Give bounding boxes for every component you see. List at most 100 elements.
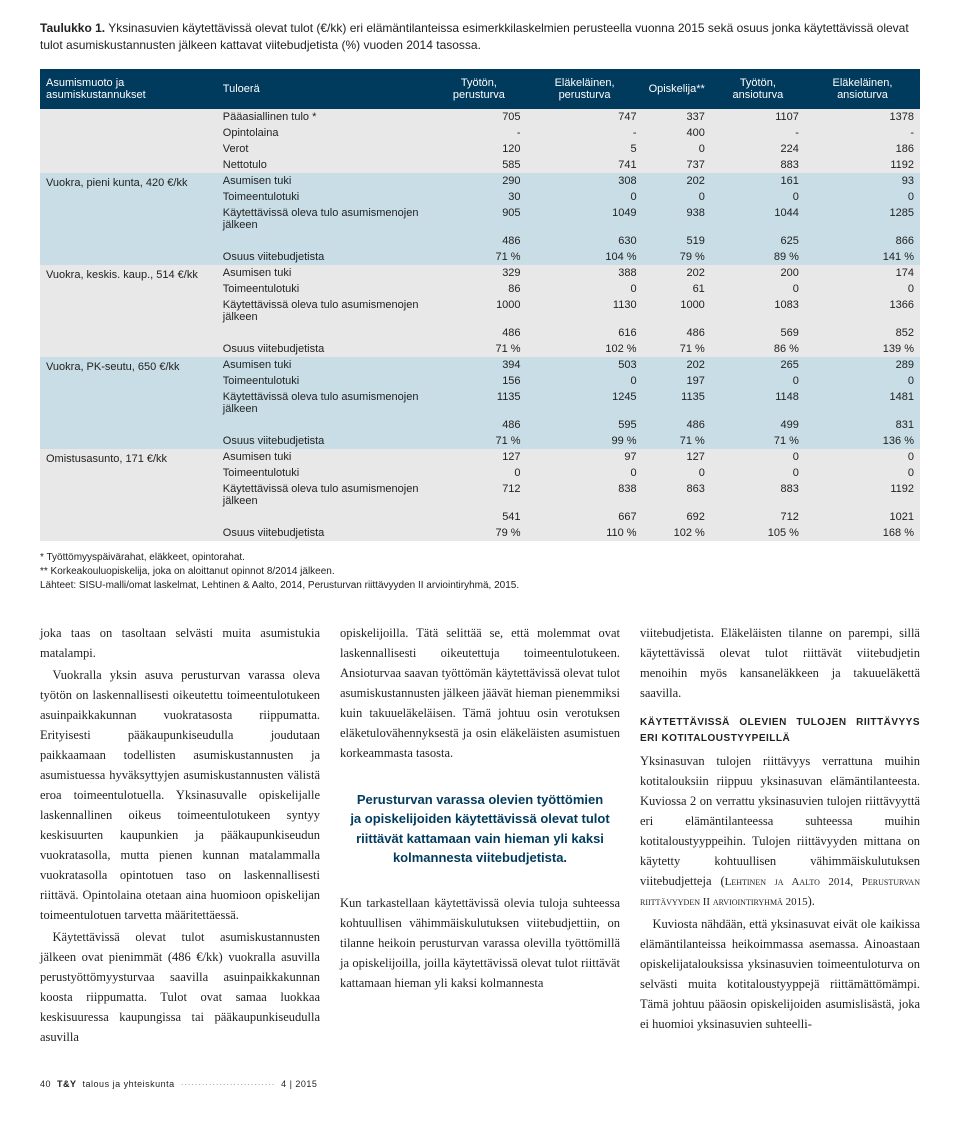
cell-value: 79 %: [643, 249, 711, 265]
cell-value: 541: [431, 509, 526, 525]
cell-label: Asumisen tuki: [217, 173, 431, 189]
cell-value: 202: [643, 357, 711, 373]
table-row: Vuokra, pieni kunta, 420 €/kkAsumisen tu…: [40, 173, 920, 189]
group-label: [40, 109, 217, 173]
cell-value: 1366: [805, 297, 920, 325]
cell-value: 0: [805, 449, 920, 465]
cell-value: 1148: [711, 389, 805, 417]
cell-value: 0: [805, 281, 920, 297]
cell-value: 186: [805, 141, 920, 157]
cell-value: 79 %: [431, 525, 526, 541]
th-col6: Työtön, ansioturva: [711, 69, 805, 109]
cell-value: 197: [643, 373, 711, 389]
th-col7: Eläkeläinen, ansioturva: [805, 69, 920, 109]
cell-label: Osuus viitebudjetista: [217, 525, 431, 541]
cell-value: 1044: [711, 205, 805, 233]
page-footer: 40 T&Y talous ja yhteiskunta ···········…: [40, 1079, 920, 1089]
cell-value: 104 %: [527, 249, 643, 265]
cell-value: 71 %: [431, 433, 526, 449]
cell-value: 337: [643, 109, 711, 125]
column-3: viitebudjetista. Eläkeläisten tilanne on…: [640, 623, 920, 1049]
th-col1: Asumismuoto ja asumiskustannukset: [40, 69, 217, 109]
cell-value: 712: [431, 481, 526, 509]
cell-value: 394: [431, 357, 526, 373]
cell-value: 1000: [431, 297, 526, 325]
cell-value: 831: [805, 417, 920, 433]
group-label: Omistusasunto, 171 €/kk: [40, 449, 217, 541]
cell-value: 127: [431, 449, 526, 465]
cell-label: Asumisen tuki: [217, 449, 431, 465]
cell-value: 863: [643, 481, 711, 509]
group-label: Vuokra, pieni kunta, 420 €/kk: [40, 173, 217, 265]
cell-value: 486: [431, 325, 526, 341]
cell-value: 866: [805, 233, 920, 249]
col2-p2: Kun tarkastellaan käytettävissä olevia t…: [340, 893, 620, 993]
cell-value: 89 %: [711, 249, 805, 265]
group-label: Vuokra, PK-seutu, 650 €/kk: [40, 357, 217, 449]
cell-value: 0: [711, 281, 805, 297]
col1-p3: Käytettävissä olevat tulot asumiskustann…: [40, 927, 320, 1047]
cell-label: Asumisen tuki: [217, 357, 431, 373]
table-row: Omistusasunto, 171 €/kkAsumisen tuki1279…: [40, 449, 920, 465]
pullquote: Perusturvan varassa olevien työttömien j…: [340, 765, 620, 893]
cell-value: 86 %: [711, 341, 805, 357]
cell-value: 5: [527, 141, 643, 157]
cell-value: 86: [431, 281, 526, 297]
cell-value: 202: [643, 173, 711, 189]
cell-value: 737: [643, 157, 711, 173]
cell-value: 938: [643, 205, 711, 233]
cell-value: 61: [643, 281, 711, 297]
col3-p2: Yksinasuvan tulojen riittävyys verrattun…: [640, 751, 920, 912]
cell-value: 1000: [643, 297, 711, 325]
cell-value: -: [805, 125, 920, 141]
footer-dots: ···························: [181, 1079, 275, 1089]
cell-label: Asumisen tuki: [217, 265, 431, 281]
cell-value: 93: [805, 173, 920, 189]
cell-label: Toimeentulotuki: [217, 373, 431, 389]
cell-value: 105 %: [711, 525, 805, 541]
table-footnotes: * Työttömyyspäivärahat, eläkkeet, opinto…: [40, 551, 920, 593]
cell-value: 595: [527, 417, 643, 433]
caption-label: Taulukko 1.: [40, 21, 105, 35]
cell-value: 99 %: [527, 433, 643, 449]
subhead: KÄYTETTÄVISSÄ OLEVIEN TULOJEN RIITTÄVYYS…: [640, 715, 920, 747]
cell-value: 102 %: [527, 341, 643, 357]
cell-label: Osuus viitebudjetista: [217, 433, 431, 449]
cell-value: 499: [711, 417, 805, 433]
cell-value: 110 %: [527, 525, 643, 541]
col2-p1: opiskelijoilla. Tätä selittää se, että m…: [340, 623, 620, 763]
cell-value: 883: [711, 481, 805, 509]
cell-value: 1378: [805, 109, 920, 125]
cell-value: 0: [805, 373, 920, 389]
cell-value: -: [527, 125, 643, 141]
table-section: Taulukko 1. Yksinasuvien käytettävissä o…: [40, 20, 920, 593]
cell-value: 1192: [805, 481, 920, 509]
cell-label: Käytettävissä oleva tulo asumismenojen j…: [217, 205, 431, 233]
cell-value: 136 %: [805, 433, 920, 449]
cell-value: 102 %: [643, 525, 711, 541]
cell-value: 1481: [805, 389, 920, 417]
cell-value: 1192: [805, 157, 920, 173]
cell-label: Käytettävissä oleva tulo asumismenojen j…: [217, 389, 431, 417]
cell-value: 741: [527, 157, 643, 173]
cell-label: Käytettävissä oleva tulo asumismenojen j…: [217, 297, 431, 325]
cell-value: 0: [711, 373, 805, 389]
caption-text: Yksinasuvien käytettävissä olevat tulot …: [40, 21, 909, 52]
table-row: Vuokra, PK-seutu, 650 €/kkAsumisen tuki3…: [40, 357, 920, 373]
cell-value: 0: [643, 465, 711, 481]
cell-value: 569: [711, 325, 805, 341]
cell-value: 667: [527, 509, 643, 525]
cell-value: 71 %: [711, 433, 805, 449]
cell-label: Pääasiallinen tulo *: [217, 109, 431, 125]
footnote-2: ** Korkeakouluopiskelija, joka on aloitt…: [40, 565, 920, 579]
cell-value: 519: [643, 233, 711, 249]
cell-value: 1245: [527, 389, 643, 417]
footnote-3: Lähteet: SISU-malli/omat laskelmat, Leht…: [40, 579, 920, 593]
cell-value: -: [711, 125, 805, 141]
cell-value: 308: [527, 173, 643, 189]
cell-value: 265: [711, 357, 805, 373]
col1-p2: Vuokralla yksin asuva perusturvan varass…: [40, 665, 320, 925]
cell-value: 486: [643, 417, 711, 433]
cell-value: 616: [527, 325, 643, 341]
cell-label: Osuus viitebudjetista: [217, 341, 431, 357]
